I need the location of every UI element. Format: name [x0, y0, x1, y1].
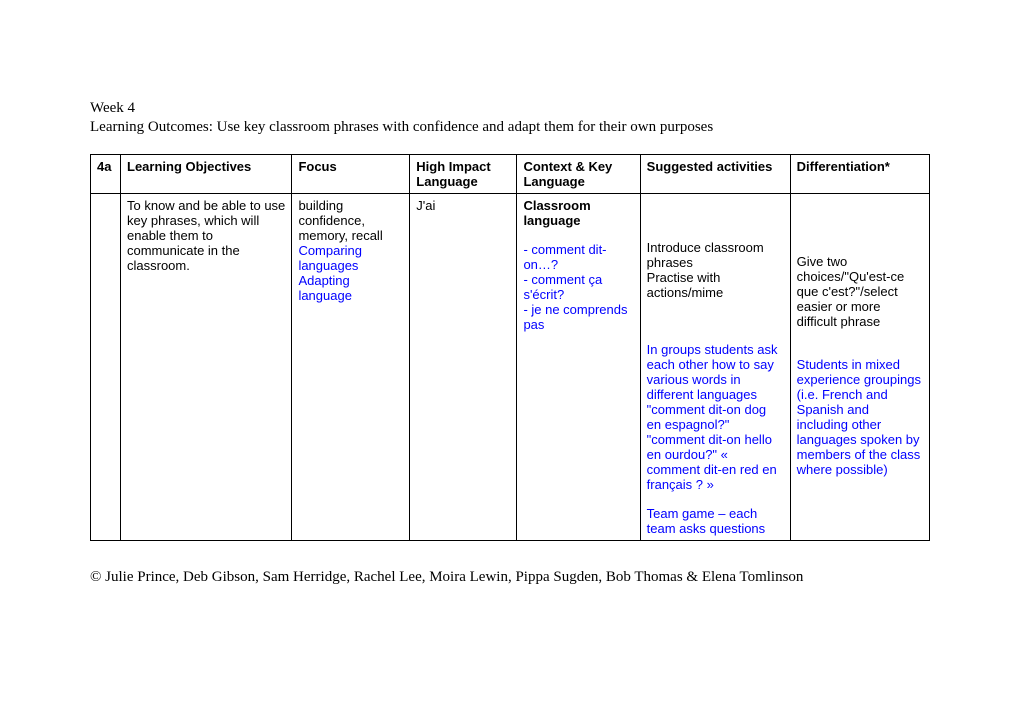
cell-id: [91, 194, 121, 541]
header-objectives: Learning Objectives: [121, 155, 292, 194]
diff-black: Give two choices/"Qu'est-ce que c'est?"/…: [797, 254, 923, 329]
header-differentiation: Differentiation*: [790, 155, 929, 194]
spacer: [797, 240, 923, 254]
context-title: Classroom language: [523, 198, 633, 228]
lesson-plan-table: 4a Learning Objectives Focus High Impact…: [90, 154, 930, 541]
activity-black-2: Practise with actions/mime: [647, 270, 784, 300]
spacer: [647, 328, 784, 342]
cell-high-impact-language: J'ai: [410, 194, 517, 541]
learning-outcomes: Learning Outcomes: Use key classroom phr…: [90, 119, 930, 136]
spacer: [647, 314, 784, 328]
spacer: [797, 198, 923, 212]
context-line-3: - je ne comprends pas: [523, 302, 633, 332]
activity-blue-2: Team game – each team asks questions: [647, 506, 784, 536]
activity-blue-1: In groups students ask each other how to…: [647, 342, 784, 492]
diff-blue: Students in mixed experience groupings (…: [797, 357, 923, 477]
spacer: [797, 226, 923, 240]
table-header-row: 4a Learning Objectives Focus High Impact…: [91, 155, 930, 194]
spacer: [523, 228, 633, 242]
header-high-impact-language: High Impact Language: [410, 155, 517, 194]
header-focus: Focus: [292, 155, 410, 194]
copyright-footer: © Julie Prince, Deb Gibson, Sam Herridge…: [90, 569, 930, 586]
spacer: [647, 492, 784, 506]
spacer: [647, 300, 784, 314]
context-line-1: - comment dit-on…?: [523, 242, 633, 272]
week-heading: Week 4: [90, 100, 930, 117]
spacer: [647, 226, 784, 240]
spacer: [797, 343, 923, 357]
cell-context: Classroom language - comment dit-on…? - …: [517, 194, 640, 541]
context-line-2: - comment ça s'écrit?: [523, 272, 633, 302]
cell-focus: building confidence, memory, recall Comp…: [292, 194, 410, 541]
cell-activities: Introduce classroom phrases Practise wit…: [640, 194, 790, 541]
spacer: [647, 198, 784, 212]
focus-text-black: building confidence, memory, recall: [298, 198, 403, 243]
focus-text-blue-1: Comparing languages: [298, 243, 403, 273]
document-page: Week 4 Learning Outcomes: Use key classr…: [0, 0, 1020, 586]
spacer: [797, 212, 923, 226]
spacer: [647, 212, 784, 226]
cell-differentiation: Give two choices/"Qu'est-ce que c'est?"/…: [790, 194, 929, 541]
header-context-key-language: Context & Key Language: [517, 155, 640, 194]
table-row: To know and be able to use key phrases, …: [91, 194, 930, 541]
spacer: [797, 329, 923, 343]
header-id: 4a: [91, 155, 121, 194]
cell-objectives: To know and be able to use key phrases, …: [121, 194, 292, 541]
focus-text-blue-2: Adapting language: [298, 273, 403, 303]
header-suggested-activities: Suggested activities: [640, 155, 790, 194]
activity-black-1: Introduce classroom phrases: [647, 240, 784, 270]
